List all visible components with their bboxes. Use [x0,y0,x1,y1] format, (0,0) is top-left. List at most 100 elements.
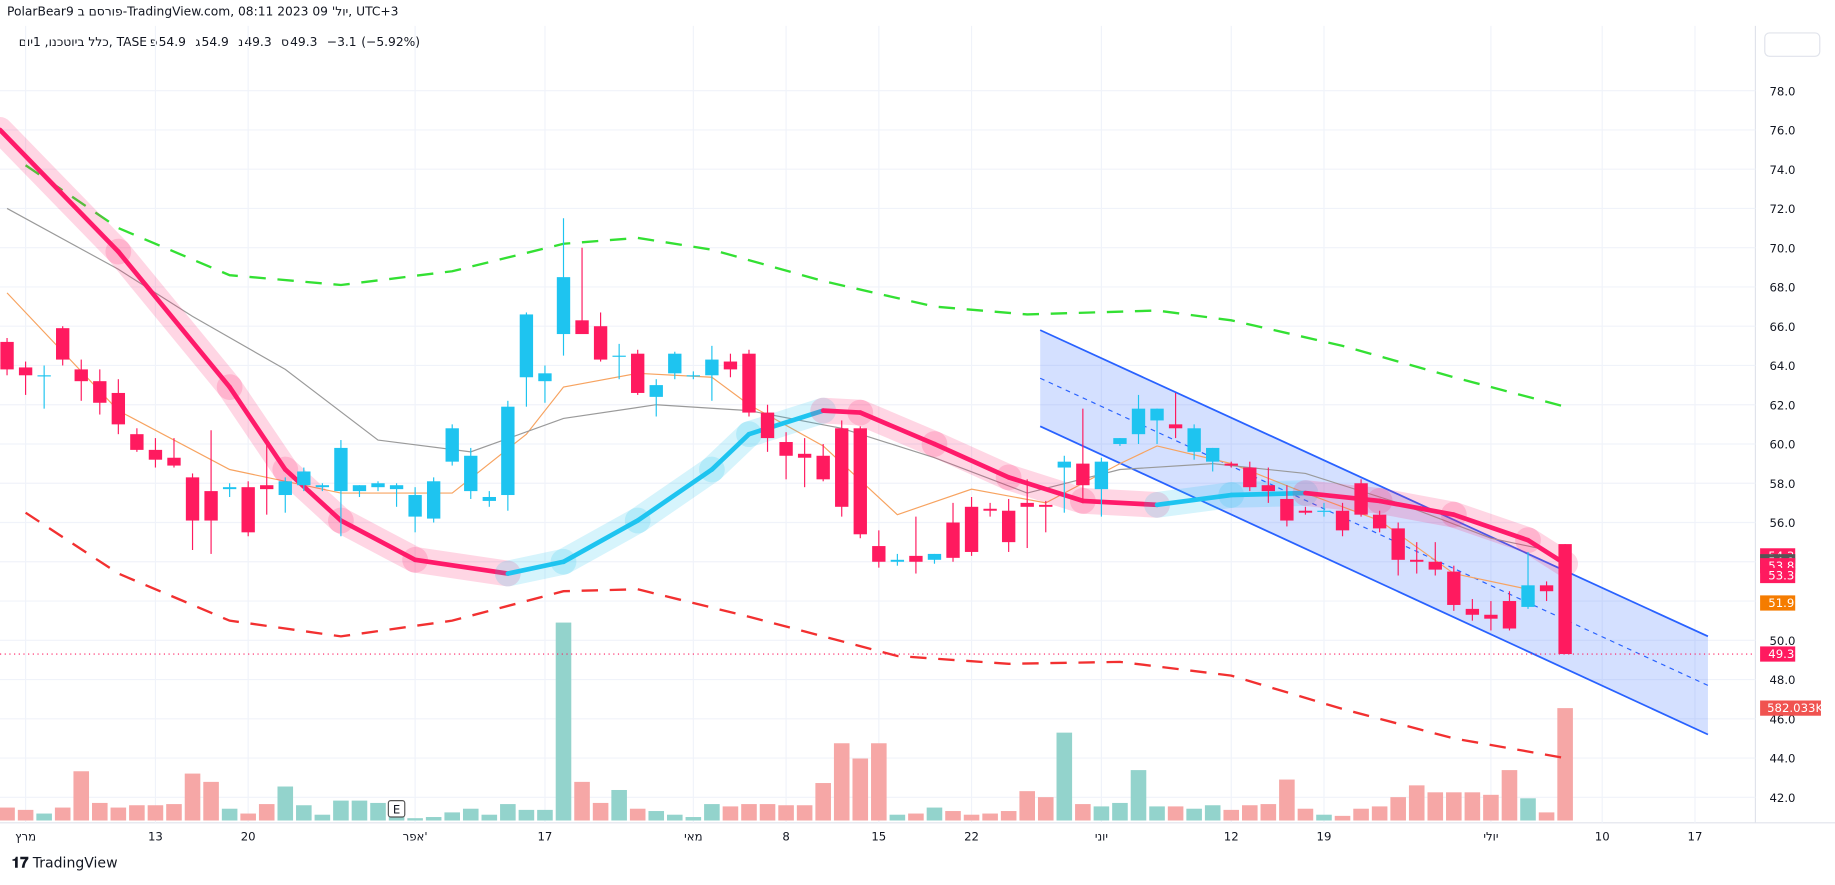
candle-body [797,453,812,458]
volume-bar [1037,797,1054,821]
candle-body [1484,614,1498,619]
y-tick-label: 70.0 [1769,241,1795,255]
candle-body [1039,504,1053,507]
y-tick-label: 42.0 [1769,791,1795,805]
candle-body [501,406,515,496]
candle-body [130,434,144,450]
volume-bar [796,805,813,821]
volume-bar [1279,779,1295,821]
volume-bar [1538,812,1555,821]
channel-mid [1039,377,1709,686]
volume-bar [1390,797,1406,821]
candle-body [742,353,756,413]
volume-bar [1483,794,1499,821]
symbol: כלל ביוטכנו, 1יום, TASE [19,35,147,49]
x-tick-label: 12 [1224,829,1239,843]
volume-bar [129,805,145,821]
candle-body [1224,463,1238,466]
volume-bar [221,808,238,821]
x-tick-label: אפר' [403,829,428,843]
change-pct: (−5.92%) [361,35,420,49]
x-tick-label: 15 [871,829,886,843]
candle-body [1057,461,1071,468]
volume-bar [945,811,961,821]
volume-bar [110,807,127,821]
price-tag [1760,595,1796,611]
candle-body [927,553,942,560]
y-tick-label: 60.0 [1769,438,1795,452]
volume-bar [1334,815,1351,821]
volume-tag [1760,700,1821,716]
volume-bar [1408,785,1425,821]
candle-body [1131,408,1146,435]
volume-bar [500,804,516,821]
y-tick-label: 66.0 [1769,320,1795,334]
x-tick-label: מאי [684,829,702,843]
candle-body [445,428,459,462]
volume-bar [833,743,850,821]
volume-bar [555,622,572,821]
candle-body [909,555,923,562]
channel-upper [1039,329,1709,638]
candle-body [148,449,163,460]
volume-bar [1260,804,1277,821]
candle-body [1001,510,1016,543]
candle-body [631,353,645,393]
scale-button[interactable] [1764,32,1821,57]
x-tick-label: 13 [148,829,163,843]
volume-bar [592,802,609,821]
plot: 42.044.046.048.050.052.054.056.058.060.0… [0,25,1823,843]
volume-bar [1130,770,1147,821]
candle-body [983,508,997,511]
x-tick-label: 22 [964,829,979,843]
trend-line [820,408,863,415]
y-tick-label: 44.0 [1769,752,1795,766]
candle-body [1335,510,1350,531]
volume-bar [741,804,757,821]
candle-body [1298,510,1313,513]
candle-body [1465,608,1480,615]
candle-body [1206,447,1220,462]
x-tick-label: 19 [1317,829,1332,843]
candle-body [556,277,571,335]
x-tick-label: 8 [782,829,789,843]
volume-bar [1019,791,1036,821]
trend-line [282,467,344,523]
candle-body [1150,408,1164,421]
candle-body [668,353,682,374]
volume-bar [351,800,368,821]
y-tick-label: 68.0 [1769,281,1795,295]
candle-body [946,522,960,558]
candle-body [1187,428,1201,452]
volume-bar [425,817,442,821]
candle-body [1280,498,1294,521]
volume-bar [629,808,646,821]
candle-body [649,385,663,397]
volume-bar [871,743,887,821]
volume-bar [73,771,90,821]
y-tick-label: 64.0 [1769,359,1795,373]
legend: כלל ביוטכנו, 1יום, TASE פ 54.9 ג 54.9 נ 49.3 ס 4… [19,35,420,49]
candle-body [1354,483,1368,515]
candle-body [297,471,311,486]
volume-bar [1093,806,1110,821]
ohlc-letter: פ [150,35,158,49]
change: −3.1 [327,35,357,49]
volume-bar [1520,798,1536,821]
candle-body [964,506,979,552]
candle-body [389,485,404,490]
volume-bar [852,758,869,821]
candle-body [315,485,330,488]
candle-body [278,481,292,496]
candle-body [816,455,830,480]
volume-bar [889,814,906,821]
candle-body [408,495,422,517]
volume-bar [92,802,108,821]
candle-body [426,481,441,519]
candle-body [1317,510,1331,512]
volume-bar [444,812,461,821]
y-tick-label: 48.0 [1769,673,1795,687]
price-tag-label: 51.9 [1768,596,1794,610]
volume-bar [1149,806,1165,821]
